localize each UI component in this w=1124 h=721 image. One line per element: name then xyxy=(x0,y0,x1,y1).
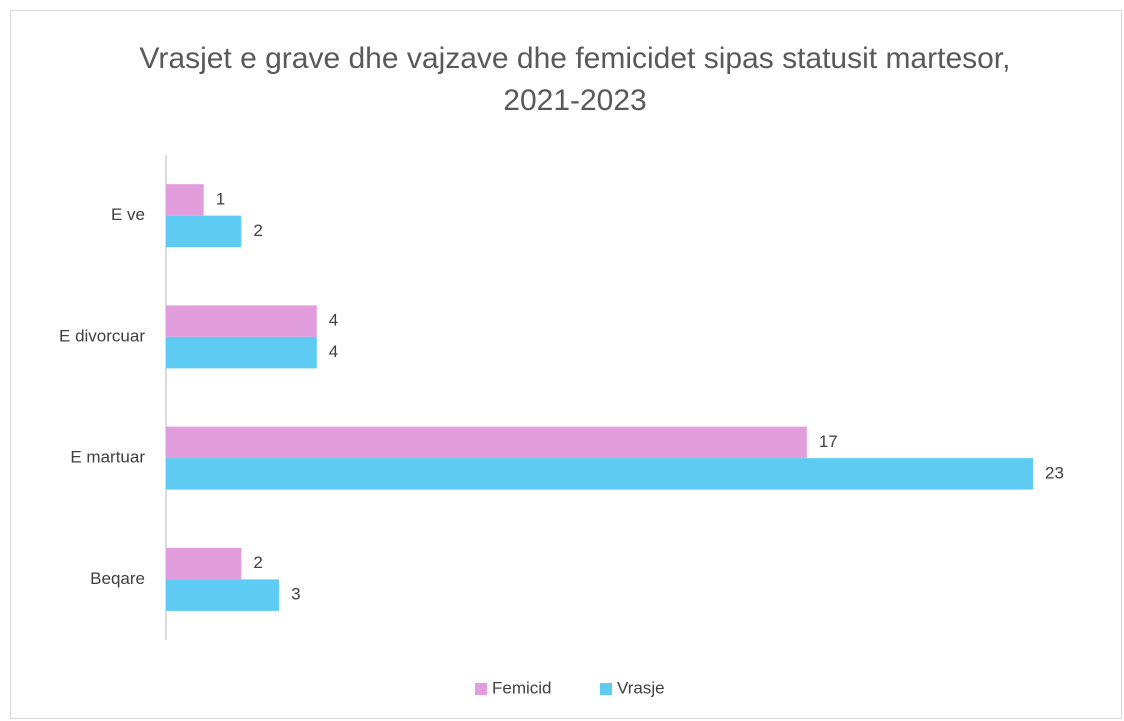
legend-label: Vrasje xyxy=(617,678,665,697)
bar xyxy=(166,458,1033,490)
y-tick-label: E divorcuar xyxy=(59,326,145,345)
y-tick-label: Beqare xyxy=(90,569,145,588)
data-label: 2 xyxy=(253,553,262,572)
bar xyxy=(166,579,280,611)
data-label: 2 xyxy=(253,221,262,240)
chart-frame xyxy=(10,10,1122,719)
bar xyxy=(166,336,317,369)
data-label: 4 xyxy=(329,342,338,361)
bar xyxy=(166,215,242,248)
data-label: 23 xyxy=(1045,463,1064,482)
y-tick-label: E ve xyxy=(111,205,145,224)
legend-swatch xyxy=(475,683,487,695)
y-tick-label: E martuar xyxy=(70,448,145,467)
chart-title: Vrasjet e grave dhe vajzave dhe femicide… xyxy=(139,42,1011,117)
data-label: 4 xyxy=(329,311,338,330)
legend-swatch xyxy=(600,683,612,695)
legend-label: Femicid xyxy=(492,678,552,697)
data-label: 17 xyxy=(819,432,838,451)
bar xyxy=(166,305,317,337)
bar xyxy=(166,184,204,216)
data-label: 1 xyxy=(216,189,225,208)
data-label: 3 xyxy=(291,585,300,604)
bar xyxy=(166,547,242,580)
bar xyxy=(166,426,807,459)
